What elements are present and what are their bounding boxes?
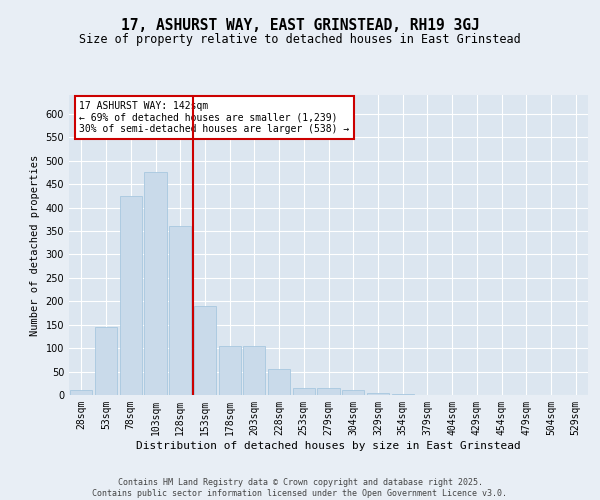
Bar (95, 327, 117, 395)
Bar (367, 392, 389, 395)
Bar (169, 226, 191, 395)
Bar (218, 346, 241, 395)
Text: Contains HM Land Registry data © Crown copyright and database right 2025.
Contai: Contains HM Land Registry data © Crown c… (92, 478, 508, 498)
Bar (145, 172, 167, 395)
Y-axis label: Number of detached properties: Number of detached properties (30, 154, 40, 336)
Bar (392, 394, 414, 395)
Text: 17 ASHURST WAY: 142sqm
← 69% of detached houses are smaller (1,239)
30% of semi-: 17 ASHURST WAY: 142sqm ← 69% of detached… (79, 101, 350, 134)
Bar (317, 388, 340, 395)
Bar (342, 390, 364, 395)
Text: Size of property relative to detached houses in East Grinstead: Size of property relative to detached ho… (79, 32, 521, 46)
Text: 17, ASHURST WAY, EAST GRINSTEAD, RH19 3GJ: 17, ASHURST WAY, EAST GRINSTEAD, RH19 3G… (121, 18, 479, 32)
Bar (194, 306, 216, 395)
Bar (119, 196, 142, 395)
Bar (243, 346, 265, 395)
Bar (268, 369, 290, 395)
Bar (70, 390, 92, 395)
X-axis label: Distribution of detached houses by size in East Grinstead: Distribution of detached houses by size … (136, 440, 521, 450)
Bar (293, 388, 315, 395)
